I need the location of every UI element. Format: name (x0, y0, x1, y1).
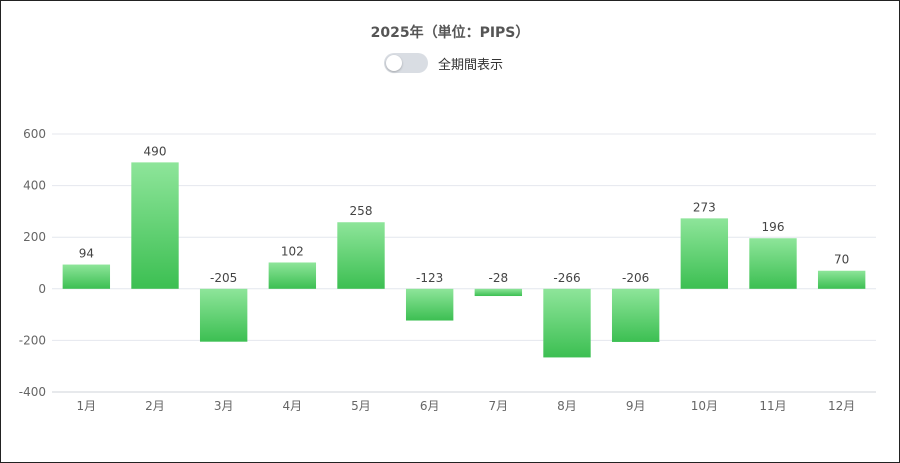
all-period-toggle-label: 全期間表示 (438, 57, 504, 73)
x-tick-label: 9月 (626, 399, 646, 413)
value-labels: 94 490 -205 102 258 -123 -28 -266 -206 273 196 70 (79, 144, 850, 284)
bar (268, 262, 317, 289)
bar-value-label: 258 (350, 204, 373, 218)
x-tick-label: 5月 (351, 399, 371, 413)
bar-value-label: -205 (210, 271, 237, 285)
x-tick-label: 1月 (77, 399, 97, 413)
chart-title: 2025年（単位：PIPS） (370, 25, 530, 41)
bar-value-label: -28 (489, 271, 509, 285)
y-tick-label: 600 (23, 127, 46, 141)
x-tick-label: 2月 (145, 399, 165, 413)
bar (131, 162, 179, 289)
y-tick-label: 200 (23, 230, 46, 244)
bar-value-label: 490 (144, 144, 167, 158)
grid-lines (52, 133, 876, 393)
bar (337, 222, 385, 289)
y-tick-label: 0 (38, 282, 46, 296)
bar (543, 288, 591, 358)
x-tick-label: 7月 (489, 399, 509, 413)
bar-value-label: -266 (553, 271, 580, 285)
bar (680, 218, 729, 289)
bar-value-label: 273 (693, 200, 716, 214)
x-tick-label: 8月 (557, 399, 577, 413)
bar-value-label: 94 (79, 247, 94, 261)
y-tick-label: -200 (19, 333, 46, 347)
toggle-knob (386, 55, 402, 71)
bar (199, 288, 248, 342)
bar-value-label: -206 (622, 271, 649, 285)
bar (749, 238, 797, 289)
bar-value-label: -123 (416, 271, 443, 285)
all-period-toggle[interactable] (384, 53, 428, 73)
y-tick-label: 400 (23, 179, 46, 193)
bar (62, 264, 111, 289)
bar-value-label: 102 (281, 244, 304, 258)
bars (62, 162, 866, 358)
x-tick-label: 10月 (691, 399, 718, 413)
all-period-toggle-row[interactable]: 全期間表示 (384, 52, 503, 74)
y-axis-ticks: -400 -200 0 200 400 600 (19, 127, 46, 399)
bar-value-label: 196 (762, 220, 785, 234)
y-tick-label: -400 (19, 385, 46, 399)
bar (611, 288, 660, 342)
x-tick-label: 12月 (828, 399, 855, 413)
x-tick-label: 11月 (759, 399, 786, 413)
bar (474, 288, 523, 297)
x-tick-label: 4月 (283, 399, 303, 413)
bar (405, 288, 454, 321)
bar-value-label: 70 (834, 253, 849, 267)
x-axis-ticks: 1月 2月 3月 4月 5月 6月 7月 8月 9月 10月 11月 12月 (77, 399, 856, 413)
bar (817, 270, 866, 289)
x-tick-label: 6月 (420, 399, 440, 413)
x-tick-label: 3月 (214, 399, 234, 413)
